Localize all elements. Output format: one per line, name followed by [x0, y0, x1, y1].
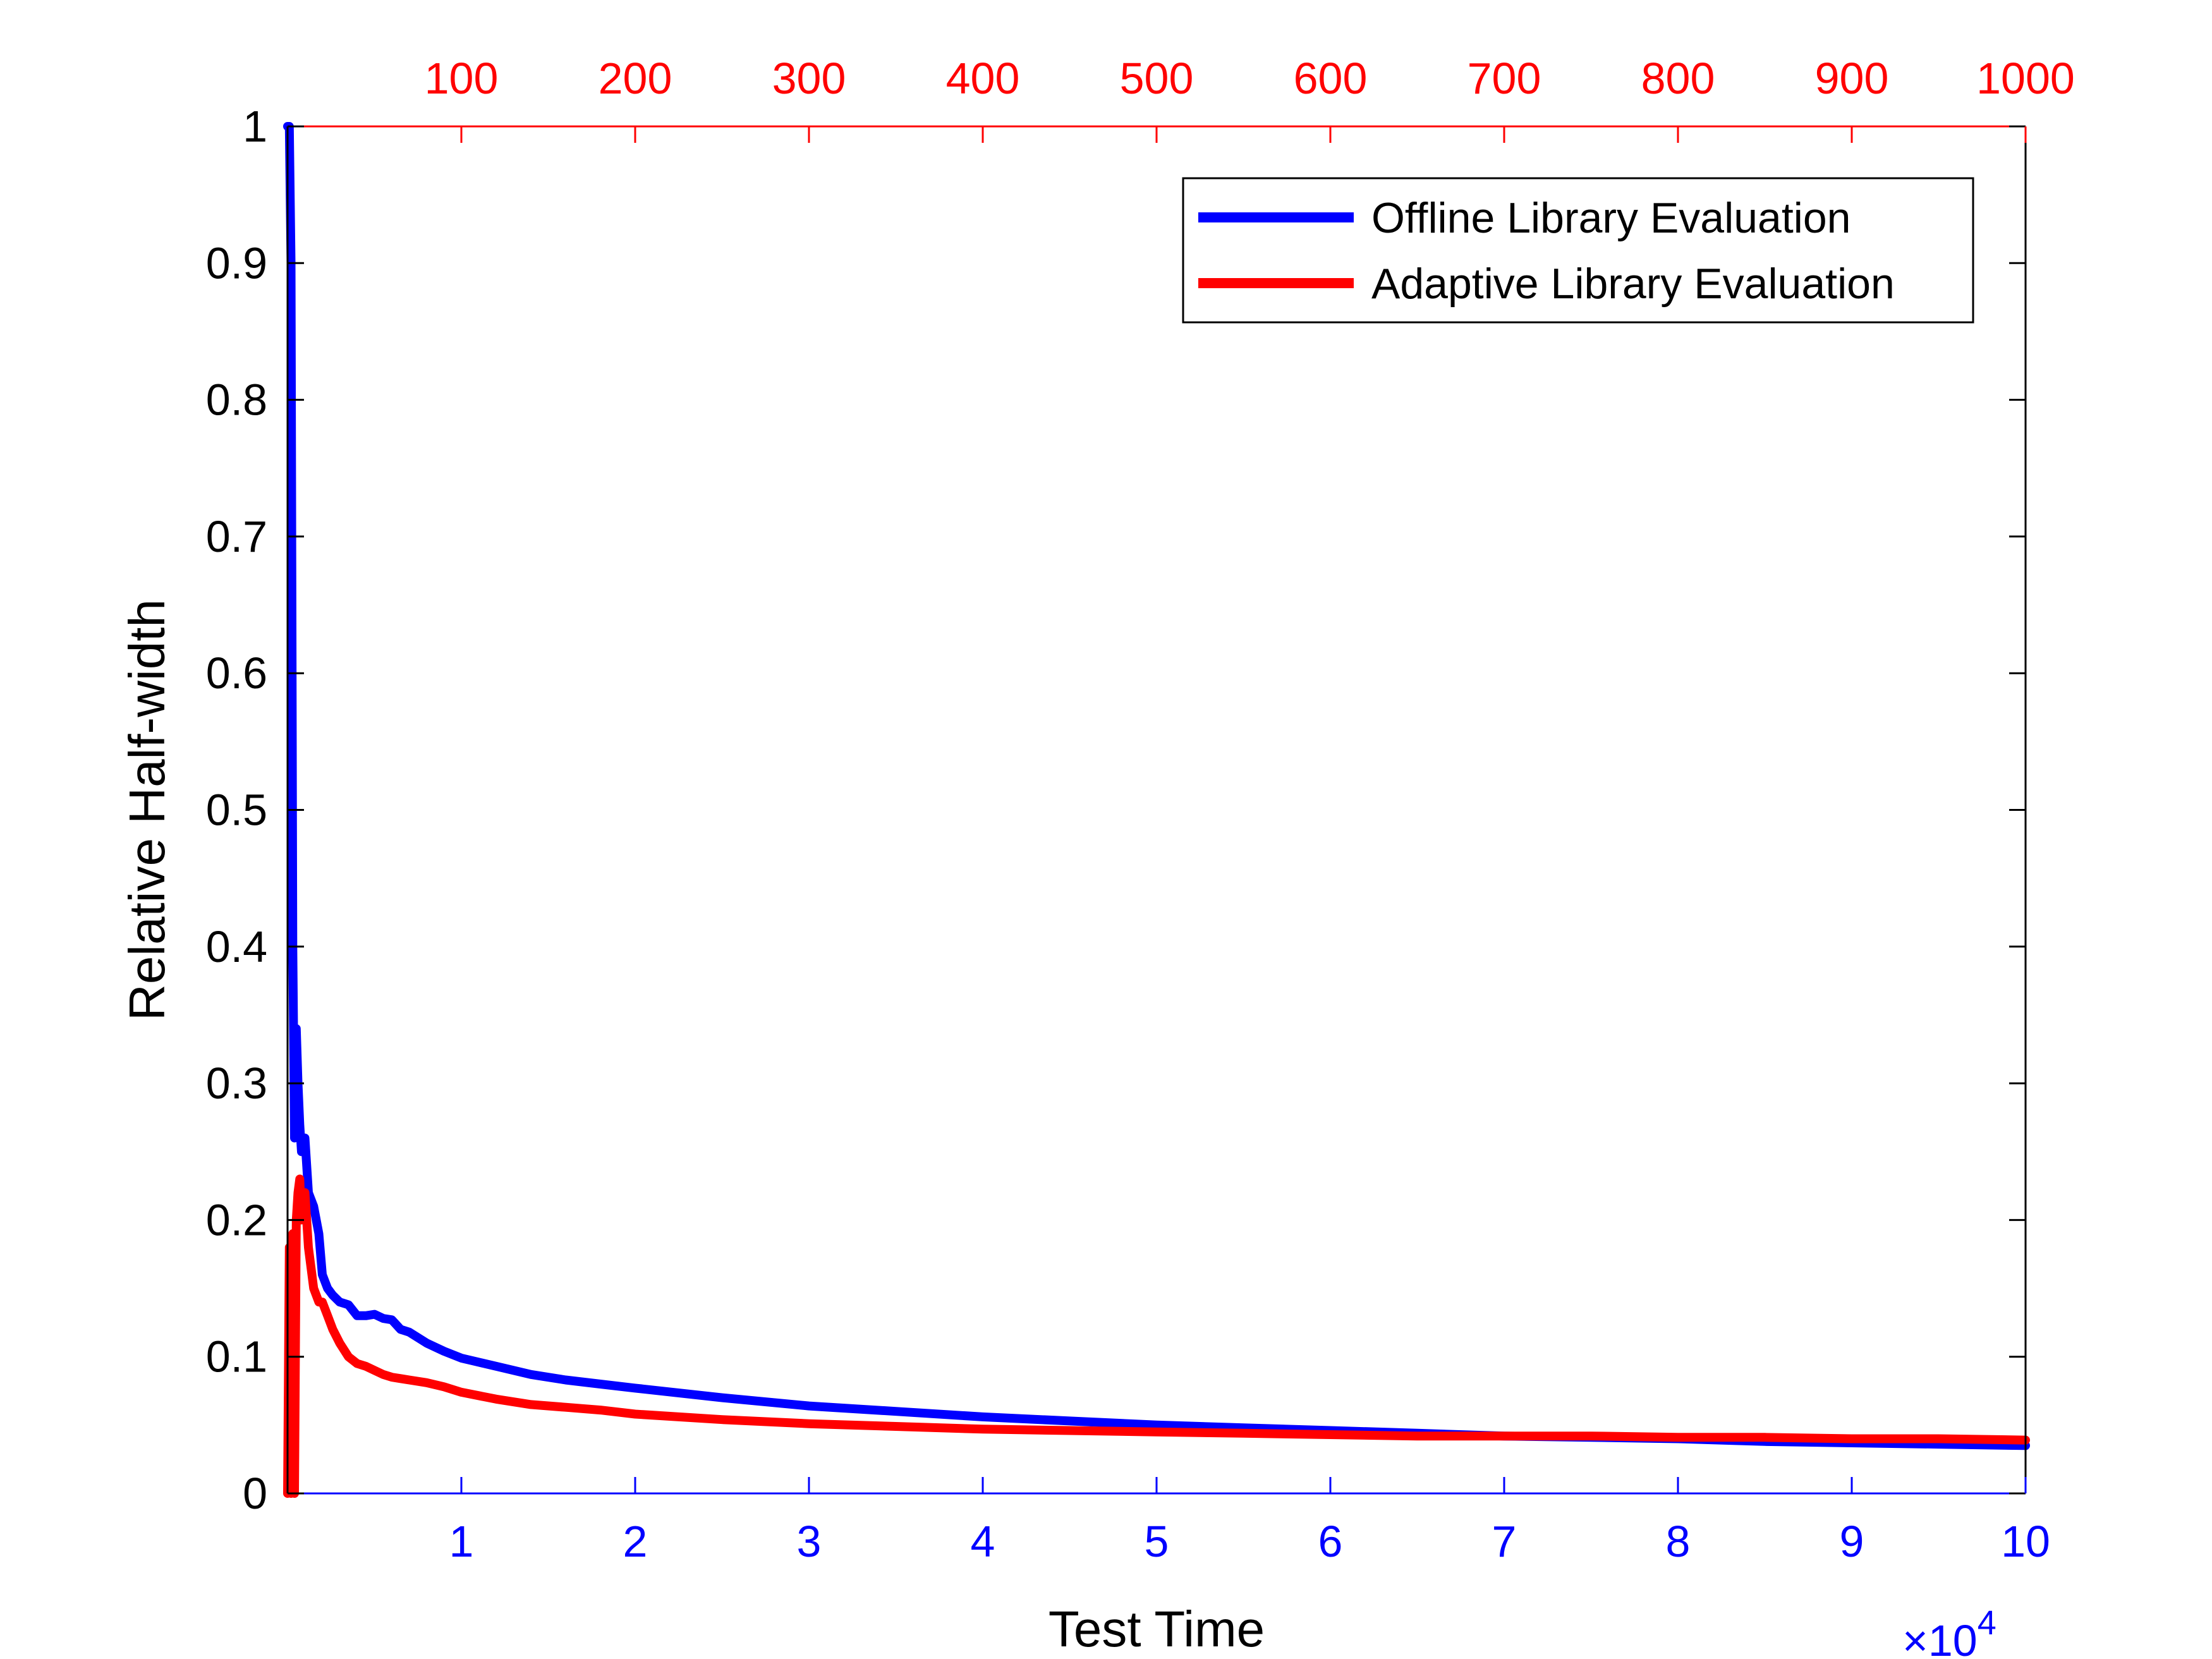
y-tick-label: 0.3	[206, 1059, 267, 1108]
x-tick-label: 1	[449, 1517, 474, 1566]
axes-layer: 0 0.1 0.2 0.3 0.4 0.5 0.6 0.7 0.8 0.9 1 1 2 3 4 5 6 7 8 9 10…	[206, 54, 2075, 1566]
y-tick-label: 0.5	[206, 786, 267, 835]
legend: Offline Library Evaluation Adaptive Libra…	[1182, 177, 1974, 324]
x-axis-title: Test Time	[1048, 1601, 1265, 1657]
y-tick-label: 0.6	[206, 648, 267, 698]
x-tick-label: 4	[971, 1517, 995, 1566]
top-tick-label: 900	[1815, 54, 1889, 103]
legend-box	[1182, 177, 1974, 324]
top-tick-label: 1000	[1976, 54, 2075, 103]
top-tick-label: 500	[1120, 54, 1194, 103]
y-tick-label: 0.9	[206, 238, 267, 288]
x-axis-exponent-power: 4	[1978, 1604, 1996, 1642]
top-tick-label: 100	[425, 54, 499, 103]
top-tick-label: 200	[599, 54, 672, 103]
top-tick-label: 600	[1294, 54, 1368, 103]
x-tick-label: 2	[623, 1517, 648, 1566]
legend-label-2: Adaptive Library Evaluation	[1371, 260, 1895, 308]
y-tick-label: 0	[243, 1469, 267, 1518]
x-tick-label: 9	[1840, 1517, 1864, 1566]
legend-label-1: Offline Library Evaluation	[1371, 194, 1851, 242]
y-axis-title: Relative Half-width	[119, 599, 175, 1021]
y-tick-label: 0.2	[206, 1195, 267, 1244]
x-tick-label: 6	[1318, 1517, 1343, 1566]
x-axis-exponent: ×104	[1902, 1604, 1996, 1659]
y-tick-label: 0.7	[206, 512, 267, 561]
top-tick-label: 400	[946, 54, 1020, 103]
y-tick-label: 0.1	[206, 1332, 267, 1382]
top-tick-label: 800	[1641, 54, 1715, 103]
y-tick-label: 0.8	[206, 375, 267, 425]
top-tick-label: 700	[1468, 54, 1541, 103]
x-tick-label: 10	[2001, 1517, 2050, 1566]
x-tick-label: 8	[1666, 1517, 1691, 1566]
y-tick-label: 0.4	[206, 922, 267, 971]
x-tick-label: 5	[1145, 1517, 1169, 1566]
top-tick-label: 300	[772, 54, 846, 103]
x-tick-label: 7	[1492, 1517, 1517, 1566]
x-tick-label: 3	[797, 1517, 822, 1566]
y-tick-label: 1	[243, 102, 267, 151]
x-axis-exponent-base: ×10	[1902, 1616, 1978, 1659]
